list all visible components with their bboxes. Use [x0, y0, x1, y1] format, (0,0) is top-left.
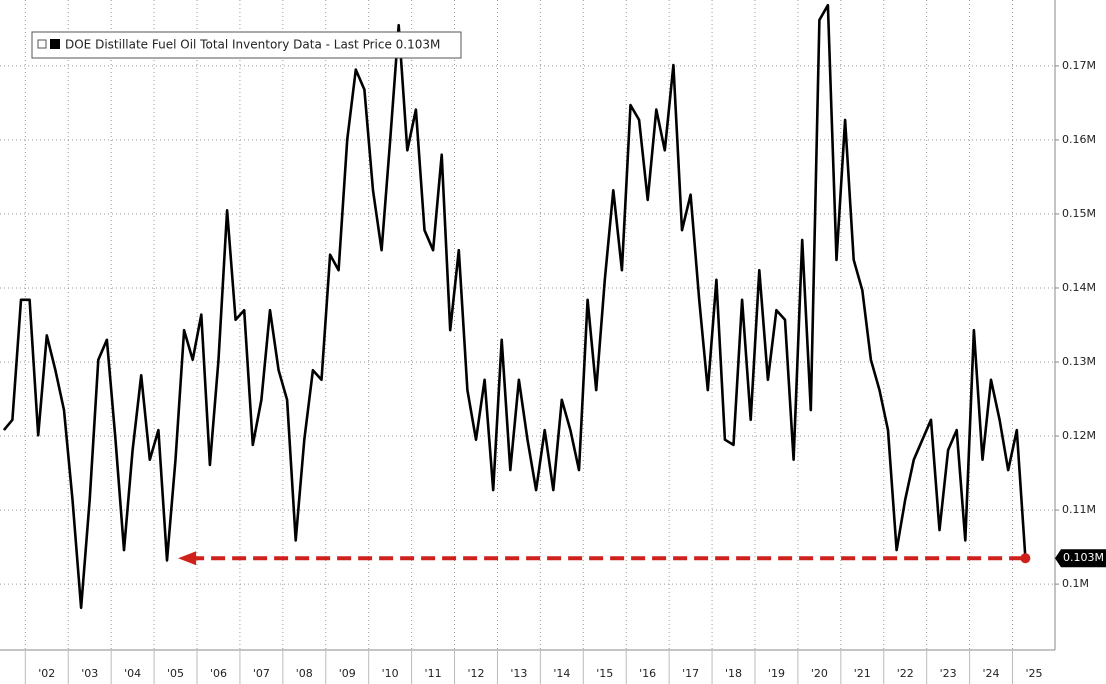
y-tick-label: 0.13M	[1062, 355, 1096, 368]
series-line	[2, 3, 1027, 610]
x-tick-label: '14	[553, 667, 570, 680]
x-tick-label: '25	[1025, 667, 1042, 680]
x-tick-label: '15	[596, 667, 613, 680]
x-tick-label: '05	[167, 667, 184, 680]
x-tick-label: '21	[854, 667, 871, 680]
x-tick-label: '13	[510, 667, 527, 680]
x-tick-label: '11	[425, 667, 442, 680]
x-tick-label: '22	[897, 667, 914, 680]
y-tick-label: 0.15M	[1062, 207, 1096, 220]
x-tick-label: '12	[467, 667, 484, 680]
y-tick-label: 0.14M	[1062, 281, 1096, 294]
x-tick-label: '17	[682, 667, 699, 680]
x-tick-label: '23	[940, 667, 957, 680]
legend-toggle	[37, 39, 47, 49]
x-tick-label: '16	[639, 667, 656, 680]
legend-swatch	[50, 39, 60, 49]
legend-box	[31, 31, 462, 59]
y-tick-label: 0.17M	[1062, 59, 1096, 72]
y-tick-label: 0.1M	[1062, 577, 1089, 590]
last-point	[1020, 553, 1031, 564]
x-tick-label: '19	[768, 667, 785, 680]
last-price-label: 0.103M	[1063, 551, 1104, 564]
x-tick-label: '04	[124, 667, 141, 680]
x-tick-label: '20	[811, 667, 828, 680]
x-tick-label: '03	[81, 667, 98, 680]
reference-arrowhead	[178, 551, 197, 566]
x-tick-label: '02	[38, 667, 55, 680]
y-tick-label: 0.11M	[1062, 503, 1096, 516]
last-price-tag	[1055, 549, 1106, 568]
x-tick-label: '09	[339, 667, 356, 680]
legend-label: DOE Distillate Fuel Oil Total Inventory …	[65, 38, 440, 52]
y-tick-label: 0.16M	[1062, 133, 1096, 146]
x-tick-label: '24	[983, 667, 1000, 680]
x-tick-label: '10	[382, 667, 399, 680]
legend: DOE Distillate Fuel Oil Total Inventory …	[31, 31, 462, 59]
x-tick-label: '08	[296, 667, 313, 680]
x-tick-label: '07	[253, 667, 270, 680]
x-tick-label: '06	[210, 667, 227, 680]
x-tick-label: '18	[725, 667, 742, 680]
y-tick-label: 0.12M	[1062, 429, 1096, 442]
